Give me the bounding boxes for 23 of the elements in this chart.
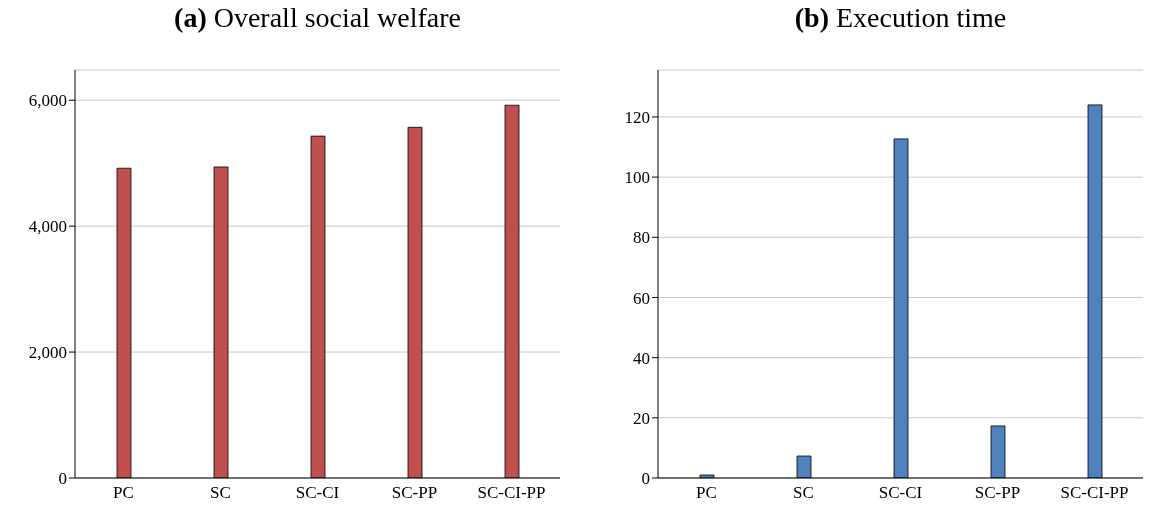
x-tick-label: SC bbox=[210, 483, 231, 503]
y-tick-label: 100 bbox=[624, 168, 650, 188]
chart-title: (b) Execution time bbox=[793, 2, 1008, 34]
x-tick-label: PC bbox=[113, 483, 134, 503]
y-tick-label: 2,000 bbox=[28, 343, 67, 363]
x-tick-label: SC-CI-PP bbox=[477, 483, 546, 503]
y-tick-label: 40 bbox=[633, 348, 650, 368]
y-tick-label: 80 bbox=[633, 228, 650, 248]
x-tick-label: SC-CI bbox=[295, 483, 340, 503]
chart-title: (a) Overall social welfare bbox=[173, 2, 462, 34]
x-tick-label: SC-CI bbox=[878, 483, 923, 503]
y-tick-label: 0 bbox=[641, 469, 650, 489]
x-tick-label: SC bbox=[793, 483, 814, 503]
y-tick-label: 60 bbox=[633, 288, 650, 308]
x-tick-label: SC-PP bbox=[391, 483, 438, 503]
y-tick-label: 120 bbox=[624, 107, 650, 127]
y-tick-label: 6,000 bbox=[28, 91, 67, 111]
x-tick-label: SC-PP bbox=[974, 483, 1021, 503]
y-tick-label: 20 bbox=[633, 408, 650, 428]
y-tick-label: 4,000 bbox=[28, 217, 67, 237]
x-tick-label: PC bbox=[696, 483, 717, 503]
y-tick-label: 0 bbox=[58, 469, 67, 489]
x-tick-label: SC-CI-PP bbox=[1060, 483, 1129, 503]
